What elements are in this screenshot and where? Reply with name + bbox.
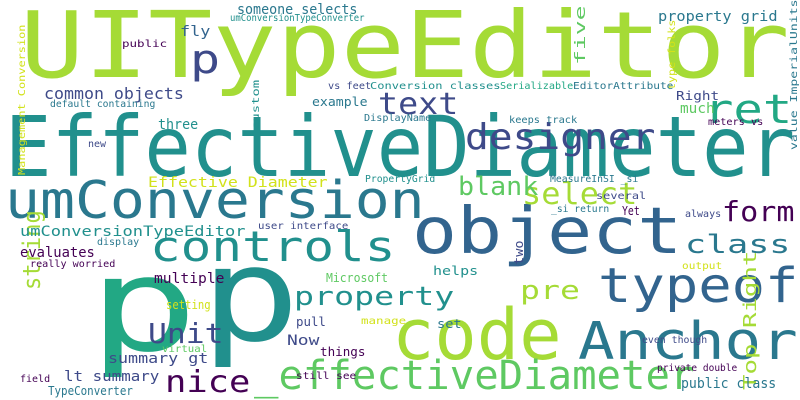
cloud-word: object bbox=[412, 195, 683, 269]
cloud-word: output bbox=[682, 261, 723, 272]
cloud-word: _si return bbox=[551, 204, 610, 215]
cloud-word: umConversionTypeEditor bbox=[20, 224, 246, 240]
cloud-word: custom bbox=[251, 79, 262, 130]
cloud-word: pre bbox=[520, 276, 580, 306]
cloud-word: new bbox=[88, 139, 107, 150]
cloud-word: Right bbox=[676, 89, 720, 103]
cloud-word: Yet bbox=[622, 204, 640, 218]
cloud-word: default containing bbox=[50, 99, 156, 110]
cloud-word: still see bbox=[296, 371, 357, 382]
cloud-word: helps bbox=[433, 264, 479, 278]
cloud-word: common objects bbox=[44, 84, 184, 103]
cloud-word: Top Right bbox=[740, 250, 761, 390]
cloud-word: p bbox=[88, 229, 199, 381]
cloud-word: user interface bbox=[258, 221, 349, 232]
cloud-word: much bbox=[680, 101, 715, 117]
cloud-word: Anchor bbox=[578, 312, 798, 372]
cloud-word: really worried bbox=[30, 259, 116, 270]
cloud-word: virtual bbox=[162, 344, 208, 355]
cloud-word: setting bbox=[166, 298, 211, 312]
cloud-word: Now bbox=[287, 333, 320, 349]
cloud-word: EffectiveDiameter bbox=[5, 98, 796, 196]
cloud-word: controls bbox=[150, 222, 396, 271]
cloud-word: property bbox=[294, 282, 455, 312]
cloud-word: MeasureInSI _si bbox=[550, 174, 639, 185]
cloud-word: class bbox=[685, 230, 791, 260]
cloud-word: form bbox=[722, 195, 795, 228]
cloud-word: set bbox=[437, 317, 462, 331]
cloud-word: public class bbox=[681, 376, 777, 392]
cloud-word: select bbox=[522, 177, 638, 212]
cloud-word: manage bbox=[361, 316, 407, 327]
cloud-word: Unit bbox=[148, 317, 224, 350]
cloud-word: even though bbox=[642, 335, 708, 346]
cloud-word: Management Conversion bbox=[17, 24, 28, 175]
cloud-word: someone selects bbox=[237, 2, 358, 18]
cloud-word: Microsoft bbox=[326, 271, 389, 285]
cloud-word: type folks bbox=[667, 19, 678, 90]
cloud-word: typeof bbox=[598, 258, 799, 314]
cloud-word: blank bbox=[458, 172, 539, 202]
cloud-word: UITypeEditor bbox=[20, 0, 790, 99]
cloud-word: TypeConverter bbox=[48, 384, 133, 398]
cloud-word: field bbox=[20, 374, 51, 385]
cloud-word: Conversion classes bbox=[370, 81, 501, 92]
cloud-word: example bbox=[312, 95, 368, 109]
cloud-word: five bbox=[573, 5, 589, 65]
cloud-word: things bbox=[320, 345, 366, 359]
cloud-word: Effective Diameter bbox=[148, 175, 328, 191]
cloud-word: p bbox=[190, 37, 221, 83]
cloud-word: two bbox=[512, 240, 526, 265]
cloud-word: multiple bbox=[154, 271, 225, 287]
cloud-word: fly bbox=[180, 24, 211, 40]
cloud-word: several bbox=[596, 191, 647, 202]
cloud-word: three bbox=[158, 117, 199, 133]
cloud-word: private double bbox=[657, 363, 738, 374]
cloud-word: Serializable bbox=[500, 81, 574, 92]
cloud-word: designer bbox=[465, 117, 656, 158]
cloud-word: value ImperialUnits bbox=[789, 0, 800, 150]
cloud-word: pull bbox=[296, 315, 326, 329]
cloud-word: display bbox=[97, 237, 140, 248]
cloud-word: EditorAttribute bbox=[573, 81, 674, 92]
cloud-word: code bbox=[392, 294, 562, 376]
cloud-word: always bbox=[685, 209, 722, 220]
cloud-word: vs feet bbox=[328, 81, 372, 92]
cloud-word: umConversionTypeConverter bbox=[230, 13, 365, 24]
cloud-word: meters vs bbox=[708, 117, 764, 128]
cloud-word: p bbox=[200, 219, 301, 371]
cloud-word: PropertyGrid bbox=[365, 174, 436, 185]
cloud-word: _effectiveDiameter bbox=[254, 353, 695, 399]
cloud-word: lt summary bbox=[64, 369, 160, 385]
cloud-word: keeps track bbox=[509, 115, 578, 126]
cloud-word: summary gt bbox=[108, 351, 209, 367]
cloud-word: public bbox=[122, 39, 168, 50]
cloud-word: evaluates bbox=[20, 245, 95, 261]
cloud-word: DisplayName bbox=[364, 113, 432, 124]
cloud-word: ret bbox=[704, 87, 793, 133]
cloud-word: umConversion bbox=[5, 171, 425, 231]
cloud-word: property grid bbox=[658, 9, 778, 25]
cloud-word: text bbox=[378, 87, 459, 122]
cloud-word: nice bbox=[165, 365, 251, 400]
